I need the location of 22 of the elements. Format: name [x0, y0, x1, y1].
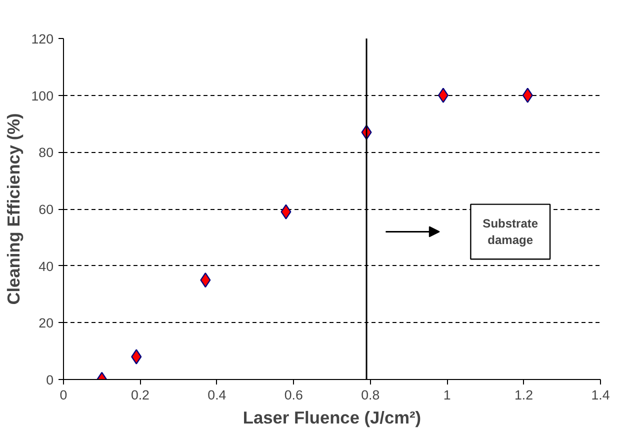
x-tick-label: 1.2	[514, 388, 534, 402]
y-tick-label: 20	[38, 316, 54, 331]
point	[438, 88, 448, 103]
x-tick-label: 0.6	[284, 388, 303, 402]
y-tick-label: 120	[31, 32, 54, 46]
y-tick-label: 60	[38, 202, 54, 217]
x-tick-label: 1	[443, 388, 451, 402]
y-tick-label: 100	[31, 88, 54, 104]
y-tick-label: 40	[38, 258, 54, 274]
x-axis-title: Laser Fluence (J/cm²)	[242, 408, 422, 428]
x-tick-label: 0.8	[361, 388, 380, 402]
y-axis-title: Cleaning Efficiency (%)	[3, 113, 24, 305]
annotation: Substrate damage	[482, 216, 538, 248]
x-tick-label: 0.4	[208, 388, 227, 402]
y-tick-label: 80	[38, 145, 54, 160]
x-tick-label: 0	[60, 388, 68, 402]
y-tick-label: 0	[46, 372, 54, 388]
x-tick-label: 1.4	[591, 388, 610, 402]
point	[280, 204, 292, 220]
x-tick-label: 0.2	[130, 388, 150, 402]
point	[131, 349, 142, 364]
point	[522, 88, 533, 103]
